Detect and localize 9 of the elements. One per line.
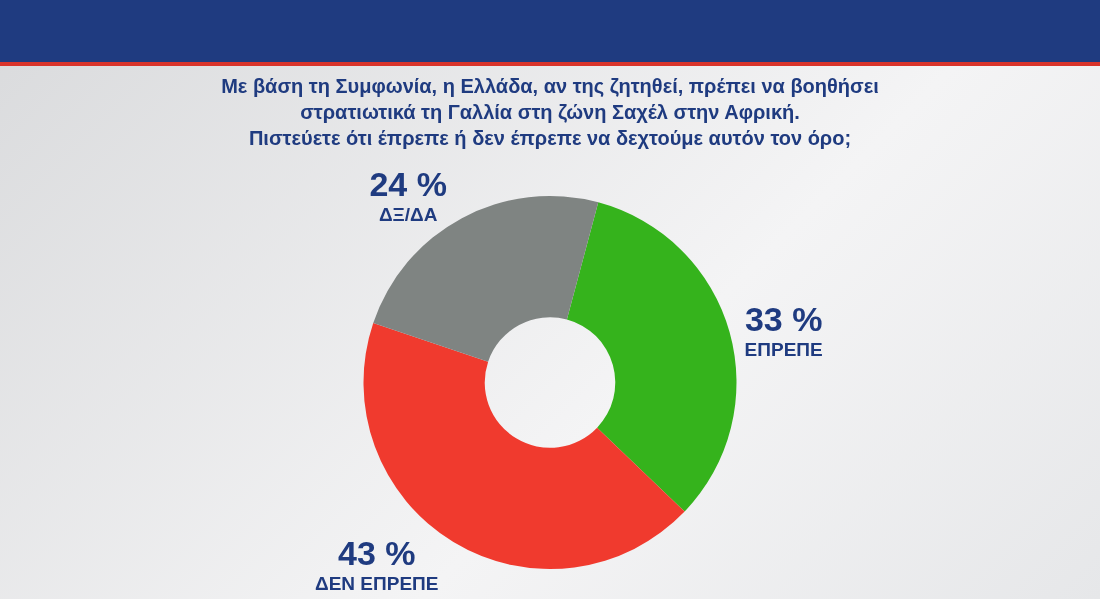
chart-title: Με βάση τη Συμφωνία, η Ελλάδα, αν της ζητηθεί, πρέπει να βοηθήσει στρατιωτικά τη Γαλλία στη ζώνη Σαχέλ στην Αφρική. Πιστεύετε ότι έπρεπε ή δεν έπρεπε να δεχτούμε αυτόν τον όρο;	[221, 74, 879, 149]
data-label: 43 %	[337, 534, 416, 573]
data-label: 24 %	[369, 165, 447, 204]
slice-label: ΔΞ/ΔΑ	[378, 203, 438, 225]
donut-slice	[566, 202, 737, 512]
data-label: 33 %	[744, 300, 823, 339]
slice-label: ΔΕΝ ΕΠΡΕΠΕ	[314, 572, 439, 594]
slice-label: ΕΠΡΕΠΕ	[744, 339, 823, 361]
donut-slice	[373, 196, 599, 362]
